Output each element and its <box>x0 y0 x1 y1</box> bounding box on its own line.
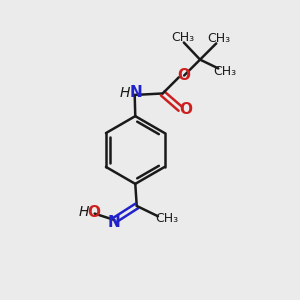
Text: N: N <box>108 215 121 230</box>
Text: CH₃: CH₃ <box>208 32 231 45</box>
Text: H: H <box>78 205 88 219</box>
Text: H: H <box>120 86 130 100</box>
Text: O: O <box>87 205 100 220</box>
Text: CH₃: CH₃ <box>172 31 195 44</box>
Text: CH₃: CH₃ <box>155 212 178 225</box>
Text: O: O <box>179 103 192 118</box>
Text: O: O <box>178 68 191 83</box>
Text: N: N <box>130 85 142 100</box>
Text: CH₃: CH₃ <box>213 65 236 78</box>
